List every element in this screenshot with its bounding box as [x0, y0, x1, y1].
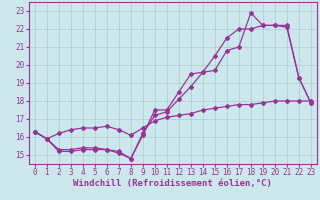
- X-axis label: Windchill (Refroidissement éolien,°C): Windchill (Refroidissement éolien,°C): [73, 179, 272, 188]
